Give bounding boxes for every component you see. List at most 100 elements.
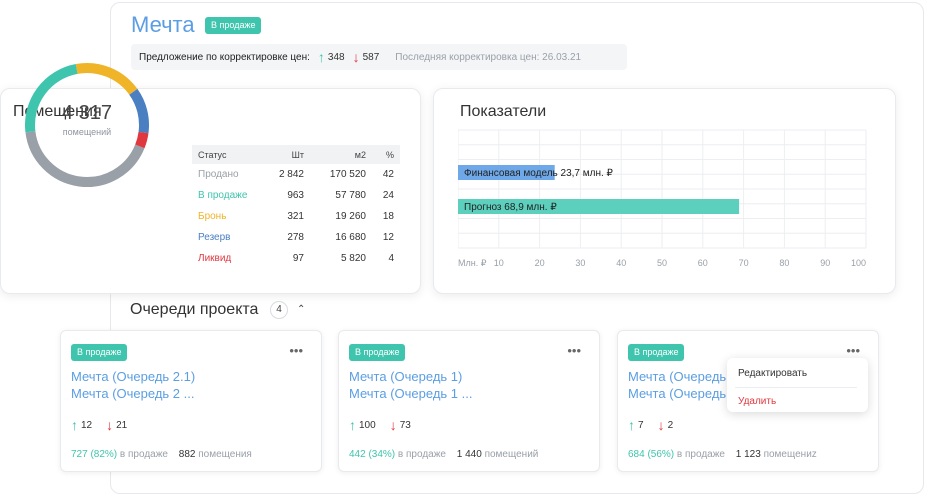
queue-name-line1[interactable]: Мечта (Очередь 1) xyxy=(349,369,463,384)
queue-total: 882 xyxy=(178,449,196,460)
queue-name[interactable]: Мечта (Очередь Мечта (Очередь xyxy=(628,368,726,402)
queue-footer: 442 (34%) в продаже 1 440 помещений xyxy=(349,449,538,460)
queue-total-label: помещения xyxy=(198,449,252,460)
pct-cell: 12 xyxy=(382,232,394,243)
table-row: Резерв 278 16 680 12 xyxy=(192,227,400,248)
queue-up-count: 7 xyxy=(638,419,644,431)
price-adjustment-bar: Предложение по корректировке цен: ↑ 348 … xyxy=(131,44,627,70)
queue-sale-label: в продаже xyxy=(676,449,725,460)
more-icon[interactable]: ••• xyxy=(846,343,860,358)
status-cell: Резерв xyxy=(198,232,231,243)
chart-bar xyxy=(458,199,740,214)
qty-cell: 278 xyxy=(287,232,304,243)
x-tick-label: 90 xyxy=(820,258,830,268)
arrow-down-icon: ↓ xyxy=(657,417,665,433)
status-cell: Ликвид xyxy=(198,253,232,264)
rooms-card: Помещения xyxy=(0,88,421,294)
area-cell: 19 260 xyxy=(335,211,366,222)
x-tick-label: 60 xyxy=(698,258,708,268)
arrow-down-icon: ↓ xyxy=(106,417,114,433)
queue-status-badge: В продаже xyxy=(349,344,406,361)
queues-count: 4 xyxy=(270,301,288,319)
indicators-bar-chart: Финансовая модель 23,7 млн. ₽ Прогноз 68,… xyxy=(458,129,867,268)
col-qty: Шт xyxy=(258,145,310,164)
x-tick-label: 30 xyxy=(575,258,585,268)
table-row: Ликвид 97 5 820 4 xyxy=(192,248,400,269)
queue-card[interactable]: В продаже ••• Мечта (Очередь 1) Мечта (О… xyxy=(338,330,600,472)
queue-footer: 684 (56%) в продаже 1 123 помещениz xyxy=(628,449,817,460)
chevron-up-icon[interactable]: ⌃ xyxy=(297,304,306,315)
queue-sale: 727 (82%) xyxy=(71,449,118,460)
rooms-total-label: помещений xyxy=(62,127,112,137)
queue-footer: 727 (82%) в продаже 882 помещения xyxy=(71,449,252,460)
rooms-total-number: 4 317 xyxy=(61,102,113,124)
queues-title: Очереди проекта xyxy=(130,301,259,318)
status-cell: Продано xyxy=(198,169,239,180)
area-cell: 5 820 xyxy=(340,253,366,264)
x-tick-label: 20 xyxy=(535,258,545,268)
more-icon[interactable]: ••• xyxy=(567,343,581,358)
queue-sale-label: в продаже xyxy=(119,449,168,460)
x-tick-label: 70 xyxy=(739,258,749,268)
qty-cell: 97 xyxy=(292,253,304,264)
queue-down-count: 73 xyxy=(399,419,411,431)
queue-down-count: 2 xyxy=(667,419,674,431)
col-area: м2 xyxy=(310,145,372,164)
pct-cell: 42 xyxy=(382,169,394,180)
chart-bar xyxy=(458,165,555,180)
donut-segment xyxy=(25,131,145,187)
queue-status-badge: В продаже xyxy=(71,344,128,361)
queue-name-line2[interactable]: Мечта (Очередь xyxy=(628,386,727,401)
x-tick-label: 10 xyxy=(494,258,504,268)
arrow-up-icon: ↑ xyxy=(317,49,325,65)
queue-name-line2[interactable]: Мечта (Очередь 1 ... xyxy=(349,386,473,401)
qty-cell: 321 xyxy=(287,211,304,222)
queue-down-count: 21 xyxy=(116,419,128,431)
arrow-down-icon: ↓ xyxy=(389,417,397,433)
queue-total: 1 440 xyxy=(456,449,482,460)
queue-sale: 684 (56%) xyxy=(628,449,675,460)
table-row: Бронь 321 19 260 18 xyxy=(192,206,400,227)
donut-segment xyxy=(75,63,138,95)
queue-sale-label: в продаже xyxy=(397,449,446,460)
x-tick-label: 50 xyxy=(657,258,667,268)
area-cell: 16 680 xyxy=(335,232,366,243)
queue-name-line1[interactable]: Мечта (Очередь 2.1) xyxy=(71,369,196,384)
queue-trend: ↑ 12 ↓ 21 xyxy=(71,417,127,433)
queue-trend: ↑ 7 ↓ 2 xyxy=(628,417,673,433)
queue-sale: 442 (34%) xyxy=(349,449,396,460)
queue-name[interactable]: Мечта (Очередь 1) Мечта (Очередь 1 ... xyxy=(349,368,472,402)
x-tick-label: 40 xyxy=(616,258,626,268)
pct-cell: 18 xyxy=(382,211,394,222)
donut-segment xyxy=(135,131,149,149)
queue-status-badge: В продаже xyxy=(628,344,685,361)
queue-trend: ↑ 100 ↓ 73 xyxy=(349,417,411,433)
queue-context-menu: Редактировать Удалить xyxy=(727,358,868,412)
menu-delete-item[interactable]: Удалить xyxy=(738,396,777,407)
indicators-card: Показатели xyxy=(433,88,896,294)
donut-segment xyxy=(25,64,78,133)
queue-total-label: помещениz xyxy=(763,449,817,460)
arrow-up-icon: ↑ xyxy=(349,417,356,433)
queue-name-line1[interactable]: Мечта (Очередь xyxy=(628,369,727,384)
col-status: Статус xyxy=(192,145,258,164)
price-adjust-up: 348 xyxy=(327,51,345,63)
table-row: В продаже 963 57 780 24 xyxy=(192,185,400,206)
table-row: Продано 2 842 170 520 42 xyxy=(192,164,400,185)
queue-name-line2[interactable]: Мечта (Очередь 2 ... xyxy=(71,386,195,401)
x-unit-label: Млн. ₽ xyxy=(458,258,487,268)
rooms-donut-chart xyxy=(25,63,149,187)
arrow-up-icon: ↑ xyxy=(71,417,78,433)
queue-card[interactable]: В продаже ••• Мечта (Очередь 2.1) Мечта … xyxy=(60,330,322,472)
rooms-total: 4 317 помещений xyxy=(20,102,154,137)
queue-name[interactable]: Мечта (Очередь 2.1) Мечта (Очередь 2 ... xyxy=(71,368,195,402)
queue-total-label: помещений xyxy=(484,449,539,460)
menu-edit-item[interactable]: Редактировать xyxy=(738,368,808,379)
queue-total: 1 123 xyxy=(735,449,761,460)
more-icon[interactable]: ••• xyxy=(289,343,303,358)
area-cell: 170 520 xyxy=(329,169,366,180)
pct-cell: 4 xyxy=(388,253,394,264)
pct-cell: 24 xyxy=(382,190,394,201)
menu-divider xyxy=(735,387,857,388)
arrow-up-icon: ↑ xyxy=(628,417,635,433)
